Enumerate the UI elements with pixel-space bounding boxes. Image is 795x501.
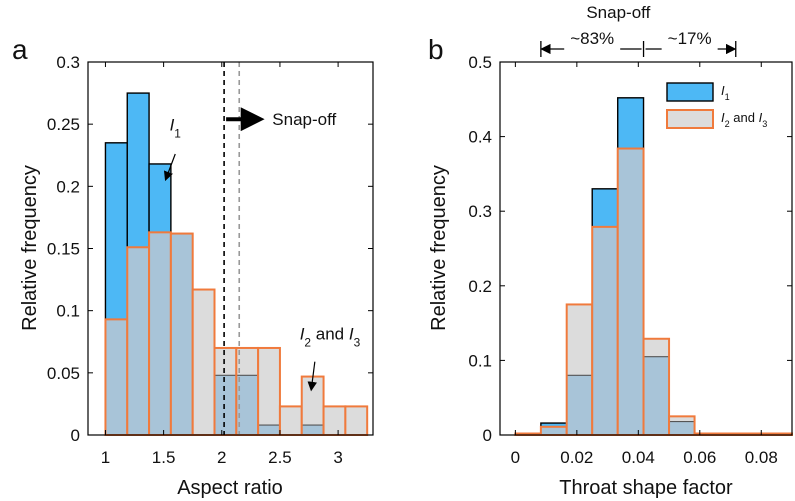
x-tick-label: 0.08	[745, 448, 778, 467]
panel-a-x-ticks: 1 1.5 2 2.5 3	[101, 62, 343, 467]
series-label-i2-i3: I2 and I3	[300, 324, 361, 349]
x-tick-label: 3	[333, 448, 342, 467]
bar-i2-i3-fill	[258, 347, 280, 435]
series-label-i1: I1	[170, 115, 182, 140]
y-tick-label: 0.05	[47, 364, 80, 383]
bar-overlap	[592, 226, 618, 435]
bar-i2-i3-fill	[192, 289, 215, 435]
bar-overlap	[301, 425, 324, 435]
snap-off-title: Snap-off	[586, 3, 650, 22]
bar-overlap	[566, 375, 593, 435]
panel-a: a 1 1.5 2 2.5 3 0 0.05 0.1 0.15 0.2 0.25 0.3 Aspec…	[12, 34, 374, 499]
legend-swatch-i2-i3	[666, 109, 714, 129]
panel-b-x-ticks: 0 0.02 0.04 0.06 0.08	[511, 62, 778, 467]
x-tick-label: 0.02	[560, 448, 593, 467]
y-tick-label: 0.15	[47, 240, 80, 259]
y-tick-label: 0.1	[468, 351, 492, 370]
bar-i2-i3-fill	[323, 406, 346, 435]
bar-overlap	[214, 375, 237, 435]
y-tick-label: 0.2	[56, 177, 80, 196]
panel-a-y-ticks: 0 0.05 0.1 0.15 0.2 0.25 0.3	[47, 53, 373, 445]
panel-b-bars	[514, 97, 793, 437]
panel-a-threshold-lines	[223, 62, 241, 435]
x-tick-label: 2.5	[268, 448, 292, 467]
y-tick-label: 0	[71, 426, 80, 445]
legend-label-i2-i3: I2 and I3	[721, 110, 767, 129]
x-tick-label: 1.5	[152, 448, 176, 467]
bar-overlap	[170, 233, 193, 435]
bar-i2-i3-fill	[279, 406, 302, 435]
panel-label-a: a	[12, 34, 28, 65]
panel-a-annotations: Snap-off I1 I2 and I3	[163, 107, 361, 392]
x-tick-label: 2	[217, 448, 226, 467]
snap-off-label: Snap-off	[272, 110, 336, 129]
panel-a-y-axis-label: Relative frequency	[19, 165, 41, 331]
y-tick-label: 0.4	[468, 128, 492, 147]
panel-a-x-axis-label: Aspect ratio	[177, 477, 283, 499]
x-tick-label: 1	[101, 448, 110, 467]
y-tick-label: 0.5	[468, 53, 492, 72]
y-tick-label: 0.1	[56, 302, 80, 321]
bar-overlap	[669, 421, 695, 435]
panel-b-y-axis-label: Relative frequency	[428, 165, 450, 331]
range-label-right: ~17%	[668, 29, 712, 48]
range-label-left: ~83%	[570, 29, 614, 48]
range-label-bg	[661, 35, 718, 53]
bar-overlap	[643, 356, 670, 435]
legend-swatch-i1	[666, 82, 714, 102]
bar-overlap	[258, 425, 280, 435]
y-tick-label: 0.2	[468, 277, 492, 296]
y-tick-label: 0.3	[468, 202, 492, 221]
x-tick-label: 0	[511, 448, 520, 467]
bar-overlap	[127, 247, 150, 435]
panel-b-legend: I1 I2 and I3	[666, 82, 767, 129]
x-tick-label: 0.06	[683, 448, 716, 467]
x-tick-label: 0.04	[622, 448, 655, 467]
bar-i2-i3-fill	[345, 406, 368, 435]
bar-overlap	[236, 375, 259, 435]
panel-b-y-ticks: 0 0.1 0.2 0.3 0.4 0.5	[468, 53, 792, 445]
panel-b-annotations: Snap-off ~83% ~17%	[540, 3, 737, 57]
y-tick-label: 0	[483, 426, 492, 445]
bar-overlap	[540, 426, 567, 435]
y-tick-label: 0.25	[47, 115, 80, 134]
bar-i2-i3-fill	[301, 376, 324, 435]
panel-b: b 0 0.02 0.04 0.06 0.08 0 0.1 0.2 0.3 0.4 0.5 Thr…	[428, 3, 793, 499]
panel-b-axes-box	[499, 61, 793, 436]
bar-overlap	[149, 232, 171, 435]
panel-b-x-axis-label: Throat shape factor	[559, 477, 733, 499]
range-label-bg	[564, 35, 621, 53]
i1-pointer-arrow	[163, 153, 176, 182]
bar-overlap	[617, 148, 644, 435]
bar-overlap	[105, 319, 128, 435]
panel-label-b: b	[428, 34, 444, 65]
legend-label-i1: I1	[721, 83, 730, 102]
i2-i3-pointer-arrow	[307, 361, 318, 392]
y-tick-label: 0.3	[56, 53, 80, 72]
panel-a-bars	[104, 92, 369, 437]
